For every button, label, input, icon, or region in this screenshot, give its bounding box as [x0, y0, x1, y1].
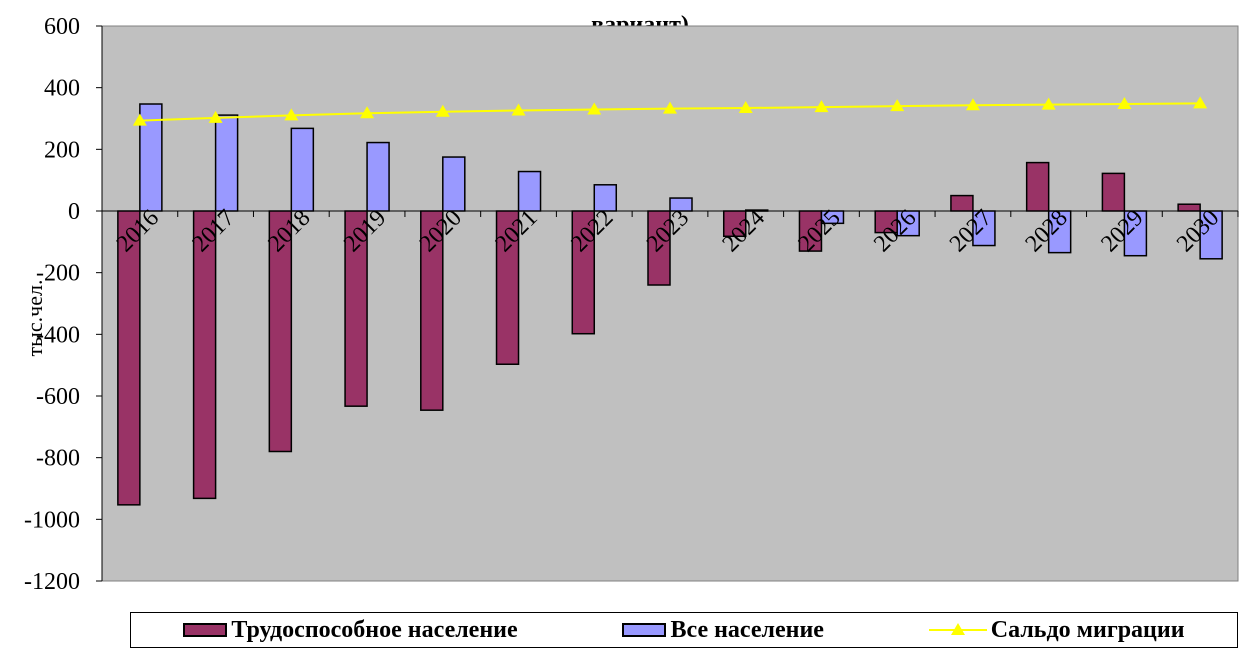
bar-total-population: [366, 141, 390, 212]
y-tick-label: -400: [36, 322, 80, 348]
migration-point: [890, 99, 905, 112]
legend-item-migration-balance: Сальдо миграции: [928, 616, 1185, 644]
bar-total-population: [517, 170, 542, 212]
y-tick-label: 600: [44, 14, 80, 40]
migration-point: [132, 113, 147, 126]
y-tick-label: -1000: [24, 507, 80, 533]
migration-point: [814, 100, 829, 113]
migration-point: [587, 102, 602, 115]
y-tick-label: -1200: [24, 569, 80, 595]
y-tick-label: 200: [44, 137, 80, 163]
migration-point: [738, 101, 753, 114]
legend-label-total-population: Все население: [670, 616, 824, 643]
bar-working-age: [1025, 161, 1050, 212]
migration-point: [965, 98, 980, 111]
migration-line-group: [132, 96, 1208, 126]
legend-swatch-working-age: [183, 623, 228, 637]
migration-point: [435, 104, 450, 117]
bar-working-age: [950, 194, 974, 212]
y-tick-label: 400: [44, 76, 80, 102]
migration-point: [284, 108, 299, 121]
legend-item-total-population: Все население: [622, 616, 824, 644]
bar-working-age: [1177, 203, 1201, 212]
y-axis-title: тыс.чел.: [22, 280, 47, 357]
bar-total-population: [290, 127, 315, 212]
migration-point: [1041, 97, 1056, 110]
legend: Трудоспособное население Все население С…: [130, 612, 1238, 648]
bar-total-population: [442, 156, 466, 212]
legend-label-migration-balance: Сальдо миграции: [990, 616, 1185, 643]
y-tick-label: -600: [36, 384, 80, 410]
migration-point: [360, 106, 375, 119]
migration-point: [1117, 97, 1132, 110]
migration-point: [663, 101, 677, 114]
migration-point: [208, 110, 223, 123]
bar-working-age: [1101, 172, 1126, 212]
y-tick-label: 0: [68, 199, 80, 225]
migration-point: [1193, 96, 1208, 109]
migration-point: [511, 103, 526, 116]
bar-total-population: [214, 114, 239, 212]
legend-label-working-age: Трудоспособное население: [231, 616, 518, 643]
legend-swatch-total-population: [622, 623, 667, 637]
legend-item-working-age: Трудоспособное население: [183, 616, 518, 644]
legend-line-migration-balance: [928, 620, 987, 640]
y-tick-label: -200: [36, 261, 80, 287]
y-tick-label: -800: [36, 446, 80, 472]
y-axis: 600 400 200 0 -200 -400 -600 -800 -1000 -1200: [24, 14, 103, 595]
